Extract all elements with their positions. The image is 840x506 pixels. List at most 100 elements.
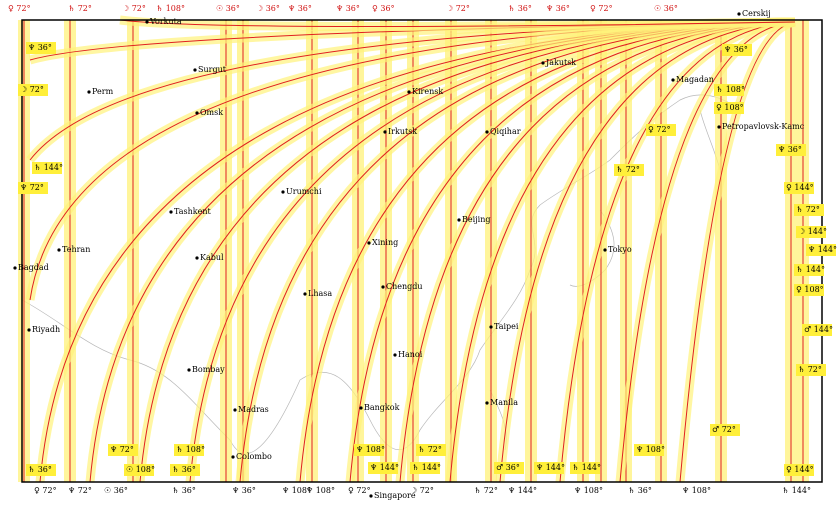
map-label: ☽ 72° — [20, 85, 44, 94]
label-tag — [614, 164, 644, 176]
map-label: ♆ 36° — [778, 145, 802, 154]
bottom-label: ♄ 36° — [172, 486, 196, 495]
city-label: Bangkok — [364, 403, 400, 412]
city-dot — [195, 111, 199, 115]
label-tag — [26, 464, 56, 476]
city-dot — [281, 190, 285, 194]
city-label: Omsk — [200, 108, 223, 117]
city-dot — [369, 494, 373, 498]
bottom-label: ♆ 36° — [232, 486, 256, 495]
curve-line — [119, 19, 796, 28]
label-tag — [410, 462, 440, 474]
top-label: ♆ 36° — [546, 4, 570, 13]
city-label: Tashkent — [174, 207, 211, 216]
map-label: ♆ 72° — [20, 183, 44, 192]
top-label: ♀ 72° — [590, 4, 613, 13]
label-tag — [108, 444, 138, 456]
bottom-label: ♄ 72° — [474, 486, 498, 495]
city-dot — [737, 12, 741, 16]
label-tag — [18, 84, 48, 96]
label-tag — [710, 424, 740, 436]
bottom-label: ♆ 72° — [68, 486, 92, 495]
top-label: ♄ 108° — [156, 4, 185, 13]
map-label: ♄ 72° — [616, 165, 640, 174]
city-label: Madras — [238, 405, 269, 414]
city-dot — [671, 78, 675, 82]
map-label: ☽ 144° — [798, 227, 827, 236]
city-dot — [13, 266, 17, 270]
city-label: Singapore — [374, 491, 416, 500]
label-tag — [784, 182, 814, 194]
label-tag — [534, 462, 564, 474]
city-dot — [145, 20, 149, 24]
label-tag — [776, 144, 806, 156]
label-tag — [714, 102, 744, 114]
label-tag — [714, 84, 744, 96]
map-label: ♄ 72° — [418, 445, 442, 454]
map-label: ♄ 144° — [34, 163, 63, 172]
top-label: ☉ 36° — [216, 4, 240, 13]
bottom-label: ♀ 72° — [34, 486, 57, 495]
label-tag — [416, 444, 446, 456]
city-dot — [381, 285, 385, 289]
city-dot — [541, 61, 545, 65]
map-label: ♆ 144° — [370, 463, 399, 472]
map-label: ♀ 108° — [796, 285, 824, 294]
city-label: Irkutsk — [388, 127, 417, 136]
city-dot — [489, 325, 493, 329]
map-label: ♆ 72° — [110, 445, 134, 454]
map-label: ♂ 72° — [712, 425, 736, 434]
top-label: ♀ 36° — [372, 4, 395, 13]
top-label: ☽ 72° — [446, 4, 470, 13]
map-label: ♄ 36° — [28, 465, 52, 474]
map-label: ♄ 72° — [796, 205, 820, 214]
city-label: Kabul — [200, 253, 224, 262]
curve-line — [619, 21, 796, 483]
city-label: Tokyo — [608, 245, 632, 254]
top-label: ☉ 36° — [654, 4, 678, 13]
city-dot — [233, 408, 237, 412]
city-dot — [231, 455, 235, 459]
bottom-label: ♀ 72° — [348, 486, 371, 495]
map-label: ♆ 36° — [28, 43, 52, 52]
city-label: Lhasa — [308, 289, 332, 298]
curve-line — [499, 21, 796, 483]
city-dot — [195, 256, 199, 260]
map-label: ♄ 144° — [412, 463, 441, 472]
city-dot — [603, 248, 607, 252]
map-label: ♂ 36° — [496, 463, 520, 472]
city-dot — [193, 68, 197, 72]
city-label: Vorkuta — [149, 17, 182, 26]
map-label: ♀ 144° — [786, 465, 814, 474]
label-tag — [354, 444, 384, 456]
top-label: ☽ 36° — [256, 4, 280, 13]
city-dot — [303, 292, 307, 296]
map-label: ♀ 72° — [648, 125, 671, 134]
city-dot — [383, 130, 387, 134]
top-label: ♆ 36° — [288, 4, 312, 13]
map-label: ♄ 144° — [572, 463, 601, 472]
label-tag — [570, 462, 600, 474]
curve-line — [679, 21, 796, 483]
label-tag — [796, 226, 826, 238]
map-label: ♆ 108° — [636, 445, 665, 454]
city-label: Urumchi — [286, 187, 322, 196]
city-label: Magadan — [676, 75, 714, 84]
city-dot — [457, 218, 461, 222]
label-tag — [174, 444, 204, 456]
label-tag — [170, 464, 200, 476]
map-label: ♄ 108° — [176, 445, 205, 454]
bottom-label: ♆ 108° — [574, 486, 603, 495]
label-tag — [796, 364, 826, 376]
city-dot — [359, 406, 363, 410]
city-dot — [87, 90, 91, 94]
city-label: Bombay — [192, 365, 225, 374]
city-label: Tehran — [62, 245, 90, 254]
city-label: Perm — [92, 87, 114, 96]
label-tag — [646, 124, 676, 136]
bottom-label: ♄ 144° — [782, 486, 811, 495]
city-dot — [393, 353, 397, 357]
map-label: ♀ 144° — [786, 183, 814, 192]
labels: Vorkuta Cerskij Surgut Perm Omsk Kirensk Jakut… — [8, 4, 837, 500]
